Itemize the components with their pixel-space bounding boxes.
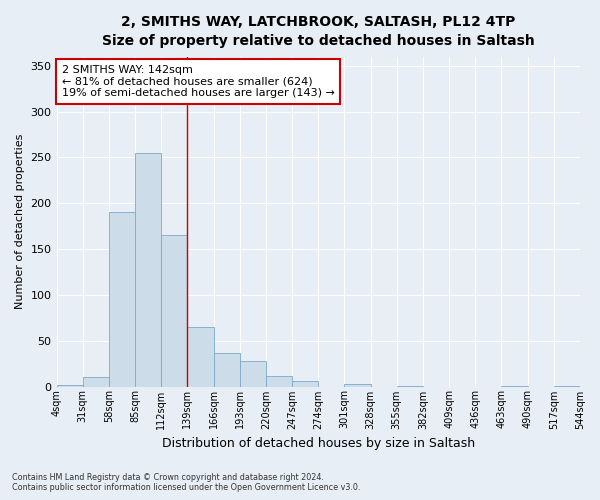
Bar <box>109 212 135 386</box>
Bar <box>266 376 292 386</box>
Bar <box>187 327 214 386</box>
Bar <box>214 352 240 386</box>
Bar <box>292 381 318 386</box>
Bar <box>56 384 83 386</box>
Bar <box>240 361 266 386</box>
Text: 2 SMITHS WAY: 142sqm
← 81% of detached houses are smaller (624)
19% of semi-deta: 2 SMITHS WAY: 142sqm ← 81% of detached h… <box>62 65 335 98</box>
Bar <box>161 236 187 386</box>
Bar <box>344 384 371 386</box>
Bar <box>135 153 161 386</box>
Text: Contains HM Land Registry data © Crown copyright and database right 2024.
Contai: Contains HM Land Registry data © Crown c… <box>12 473 361 492</box>
Y-axis label: Number of detached properties: Number of detached properties <box>15 134 25 309</box>
Title: 2, SMITHS WAY, LATCHBROOK, SALTASH, PL12 4TP
Size of property relative to detach: 2, SMITHS WAY, LATCHBROOK, SALTASH, PL12… <box>102 15 535 48</box>
X-axis label: Distribution of detached houses by size in Saltash: Distribution of detached houses by size … <box>162 437 475 450</box>
Bar <box>83 378 109 386</box>
